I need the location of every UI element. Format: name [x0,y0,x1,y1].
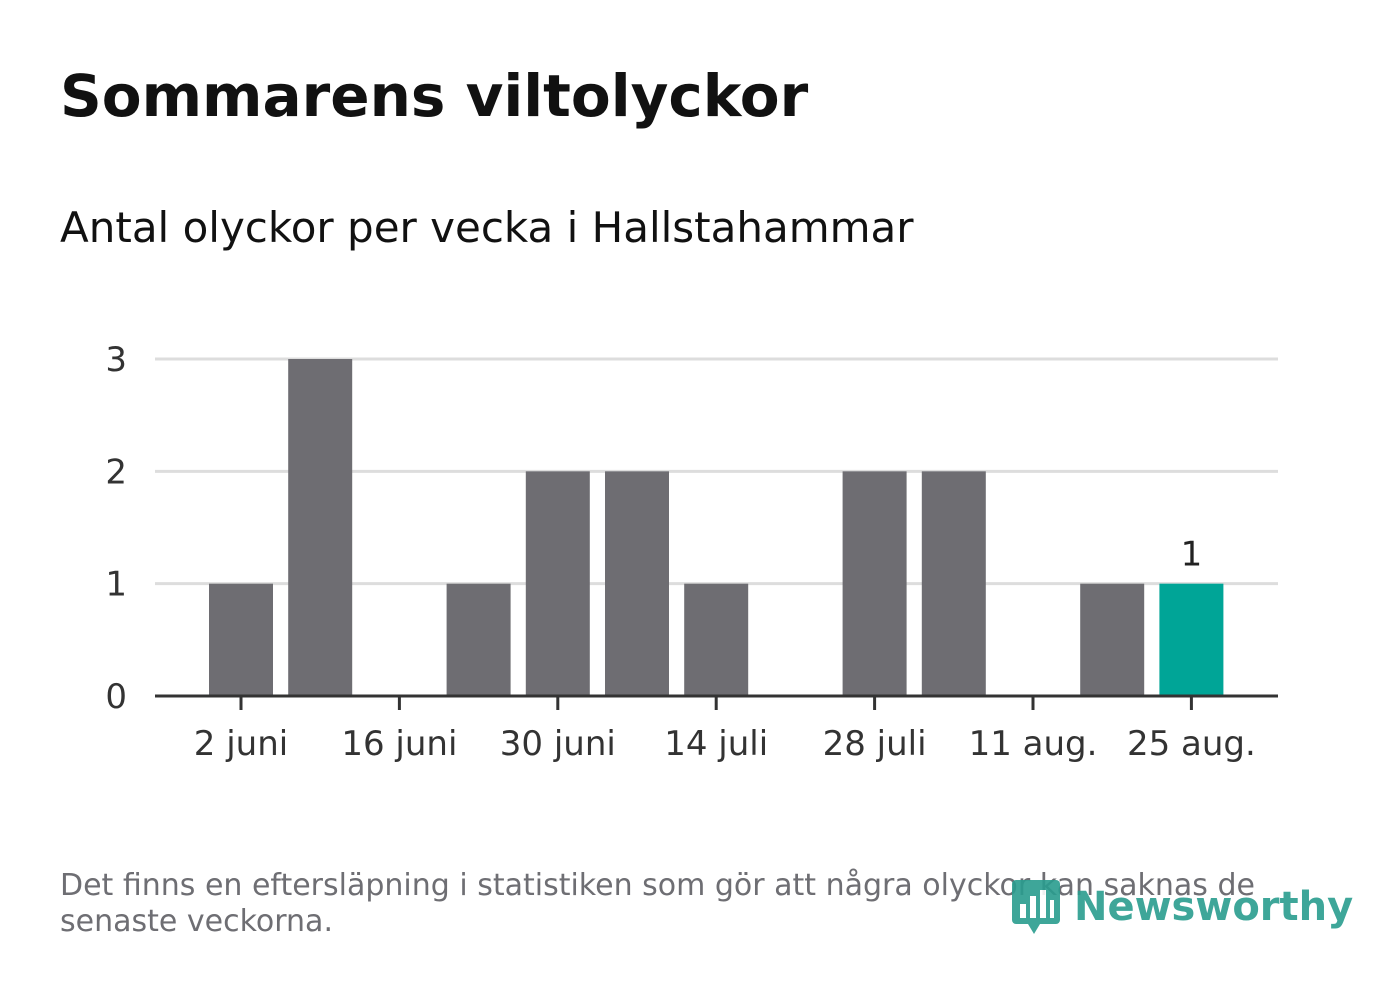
bar [684,583,749,696]
bar [525,471,590,696]
x-tick-label: 11 aug. [969,724,1098,764]
y-tick-label: 2 [105,452,127,492]
bar [842,471,907,696]
y-tick-label: 0 [105,677,127,717]
newsworthy-logo-text: Newsworthy [1074,884,1354,930]
x-tick-label: 30 juni [500,724,616,764]
x-tick-label: 28 juli [823,724,927,764]
bars [209,359,1224,696]
bar [288,359,353,696]
y-tick-label: 3 [105,340,127,380]
bar [446,583,511,696]
newsworthy-logo: Newsworthy [1010,876,1353,938]
bar [921,471,986,696]
data-label: 1 [1181,535,1203,575]
chart-title: Sommarens viltolyckor [60,62,809,130]
bar-highlight [1159,583,1224,696]
x-tick-label: 14 juli [664,724,768,764]
x-tick-label: 25 aug. [1127,724,1256,764]
bar [1080,583,1145,696]
chart-subtitle: Antal olyckor per vecka i Hallstahammar [60,203,914,252]
y-tick-label: 1 [105,565,127,605]
newsworthy-bar-chart-icon [1012,880,1060,934]
x-tick-label: 16 juni [341,724,457,764]
bar [605,471,669,696]
bar [209,583,273,696]
x-tick-label: 2 juni [194,724,288,764]
x-axis [155,694,1278,710]
